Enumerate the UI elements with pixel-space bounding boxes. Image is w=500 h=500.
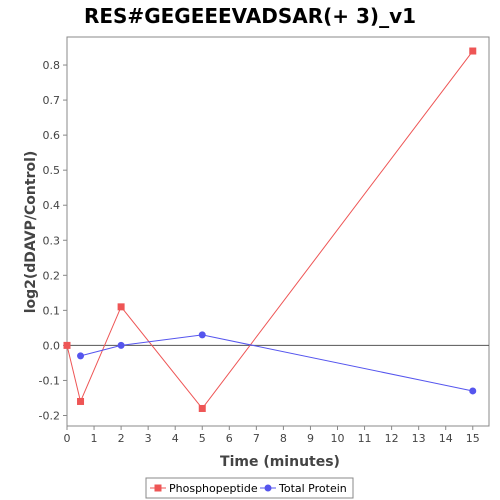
y-tick-label: 0.0 [43,339,61,352]
data-point-square [63,341,71,349]
x-tick-label: 0 [64,432,71,445]
series-line-2 [80,334,473,392]
chart-title: RES#GEGEEEVADSAR(+ 3)_v1 [84,4,416,28]
y-axis-label: log2(dDAVP/Control) [23,151,39,314]
legend-label: Total Protein [278,482,347,495]
x-tick-label: 3 [145,432,152,445]
data-point-square [198,404,206,412]
plot-layer: 0 1 2 3 4 5 6 7 8 9 10 11 12 13 14 15-0.2-0.10.00.10.20… [39,47,489,445]
legend-label: Phosphopeptide [169,482,258,495]
y-tick-label: 0.6 [43,129,61,142]
x-tick-label: 1 [91,432,98,445]
data-point-square [469,47,477,55]
x-tick-label: 15 [466,432,480,445]
x-tick-label: 6 [226,432,233,445]
plot-area [66,36,490,427]
data-point-circle [77,352,85,360]
x-tick-label: 8 [280,432,287,445]
legend-box [145,477,354,499]
x-tick-label: 9 [307,432,314,445]
data-point-square [77,397,85,405]
x-tick-label: 12 [385,432,399,445]
x-axis-label: Time (minutes) [220,454,340,470]
y-tick-label: 0.7 [43,94,61,107]
legend-square-icon [154,484,162,492]
x-tick-label: 7 [253,432,260,445]
legend-circle-icon [264,484,272,492]
data-point-circle [198,331,206,339]
legend: Phosphopeptide Total Protein [145,477,354,499]
x-tick-label: 10 [331,432,345,445]
y-tick-label: 0.3 [43,234,61,247]
y-tick-label: 0.4 [43,199,61,212]
data-point-circle [469,387,477,395]
x-tick-label: 14 [439,432,453,445]
data-point-square [117,303,125,311]
data-point-circle [117,341,125,349]
x-tick-label: 4 [172,432,179,445]
y-tick-label: 0.5 [43,164,61,177]
x-tick-label: 13 [412,432,426,445]
x-tick-label: 5 [199,432,206,445]
y-tick-label: -0.1 [39,374,60,387]
y-tick-label: 0.1 [43,304,61,317]
x-tick-label: 11 [358,432,372,445]
y-tick-label: 0.2 [43,269,61,282]
x-tick-label: 2 [118,432,125,445]
y-tick-label: -0.2 [39,409,60,422]
y-tick-label: 0.8 [43,59,61,72]
